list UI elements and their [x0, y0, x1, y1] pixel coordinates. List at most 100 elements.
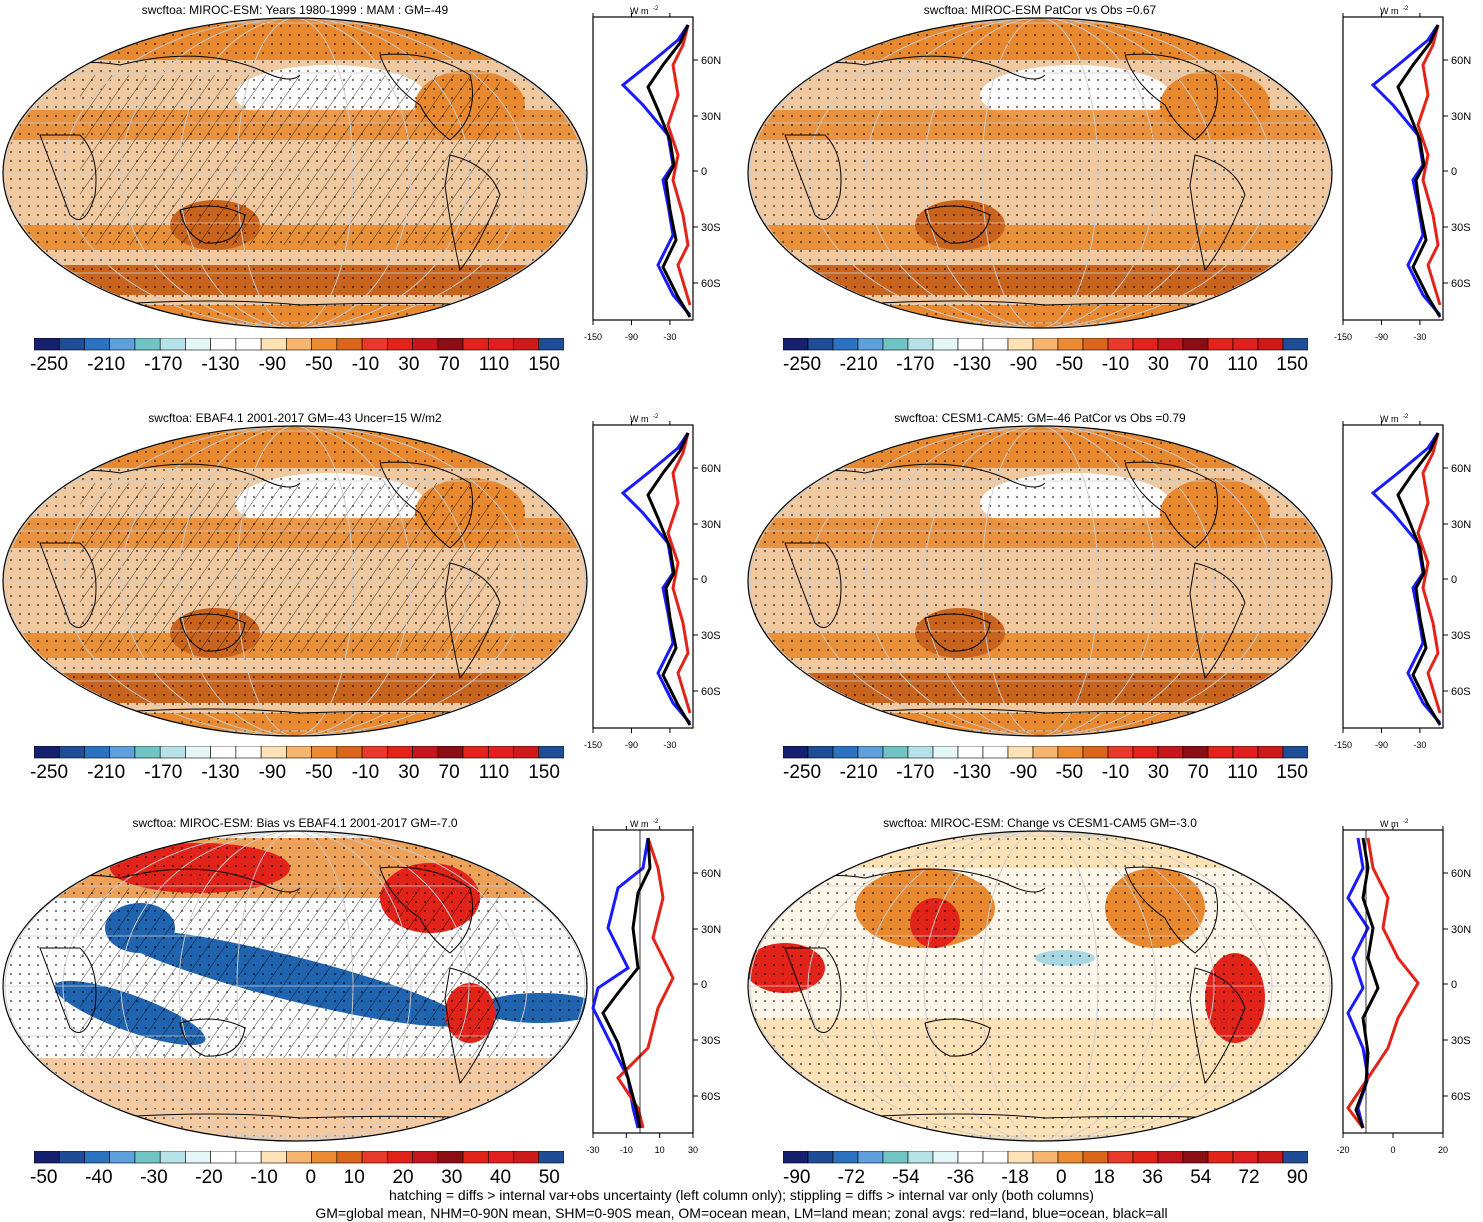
- x-tick-label: -150: [1334, 740, 1352, 750]
- longitude-line: [62, 426, 528, 736]
- colorbar-swatch: [1182, 746, 1209, 759]
- colorbar-label: -250: [30, 762, 69, 783]
- colorbar-label: 150: [528, 354, 560, 375]
- colorbar-swatch: [1232, 338, 1259, 351]
- colorbar-swatch: [783, 1151, 809, 1164]
- colorbar-swatch: [1132, 338, 1159, 351]
- lat-label: 60S: [701, 1091, 721, 1103]
- colorbar-swatch: [1082, 1151, 1109, 1164]
- map-field: [3, 426, 587, 736]
- colorbar-label: 70: [1187, 354, 1209, 375]
- map-field: [3, 831, 587, 1141]
- panel-miroc-patcor: swcftoa: MIROC-ESM PatCor vs Obs =0.67 W…: [745, 0, 1483, 400]
- colorbar-label: 0: [1055, 1167, 1067, 1188]
- colorbar-swatch: [832, 338, 859, 351]
- australia-coast: [179, 205, 246, 244]
- colorbar-swatch: [462, 1151, 489, 1164]
- colorbar-label: 70: [1187, 762, 1209, 783]
- map-field: [748, 426, 1332, 736]
- colorbar-label: -50: [30, 1167, 58, 1188]
- africa-coast: [39, 134, 97, 220]
- all-mean-line: [1396, 24, 1442, 318]
- unit-label: W m: [630, 819, 649, 829]
- colorbar-label: 110: [478, 354, 510, 375]
- zonal-frame: [592, 829, 694, 1134]
- lat-label: 30N: [1451, 111, 1471, 123]
- map-title: swcftoa: MIROC-ESM: Bias vs EBAF4.1 2001…: [132, 816, 458, 830]
- lat-label: 60S: [1451, 1091, 1471, 1103]
- colorbar-swatch: [882, 746, 909, 759]
- colorbar-label: -130: [201, 762, 240, 783]
- colorbar-swatch: [109, 338, 136, 351]
- lat-label: 0: [701, 166, 707, 178]
- all-mean-line: [1396, 432, 1442, 726]
- colorbar-swatch: [1282, 338, 1308, 351]
- longitude-line: [4, 831, 586, 1141]
- panel-ebaf-obs: swcftoa: EBAF4.1 2001-2017 GM=-43 Uncer=…: [0, 408, 740, 808]
- lat-label: 60N: [701, 463, 721, 475]
- colorbar-swatch: [109, 1151, 136, 1164]
- colorbar-label: 40: [489, 1167, 512, 1188]
- lat-label: 60N: [1451, 463, 1471, 475]
- longitude-line: [807, 831, 1273, 1141]
- colorbar-swatch: [1257, 746, 1284, 759]
- colorbar-swatch: [412, 746, 439, 759]
- colorbar-swatch: [311, 338, 338, 351]
- colorbar-label: 72: [1238, 1167, 1260, 1188]
- colorbar-swatch: [260, 1151, 287, 1164]
- colorbar-swatch: [882, 338, 909, 351]
- colorbar-label: -210: [87, 762, 126, 783]
- colorbar-swatch: [1057, 1151, 1084, 1164]
- colorbar-label: -30: [140, 1167, 168, 1188]
- colorbar-label: -20: [195, 1167, 223, 1188]
- longitude-line: [807, 18, 1273, 328]
- colorbar-swatch: [387, 338, 413, 351]
- colorbar-label: -72: [837, 1167, 866, 1188]
- colorbar-label: 20: [392, 1167, 414, 1188]
- x-tick-label: -90: [625, 332, 638, 342]
- colorbar: [783, 338, 1308, 351]
- longitude-line: [807, 426, 1273, 736]
- longitude-line: [178, 18, 412, 328]
- map-title: swcftoa: MIROC-ESM: Years 1980-1999 : MA…: [141, 3, 449, 17]
- colorbar-label: -210: [839, 354, 878, 375]
- colorbar-swatch: [1182, 338, 1209, 351]
- land-mean-line: [1416, 24, 1442, 306]
- north-america-coast: [379, 53, 473, 141]
- colorbar-swatch: [210, 338, 237, 351]
- colorbar-swatch: [361, 746, 388, 759]
- x-tick-label: -10: [620, 1145, 633, 1155]
- map-border: [2, 425, 588, 737]
- south-america-coast: [444, 967, 501, 1085]
- colorbar-label: -210: [839, 762, 878, 783]
- colorbar-labels: -250 -210 -170 -130 -90 -50 -10 30 70 110 150: [783, 762, 1308, 784]
- land-mean-line: [616, 837, 675, 1129]
- lat-label: 30S: [1451, 630, 1471, 642]
- longitude-line: [749, 426, 1331, 736]
- colorbar-swatch: [134, 338, 161, 351]
- colorbar-swatch: [361, 1151, 388, 1164]
- panel-bias: swcftoa: MIROC-ESM: Bias vs EBAF4.1 2001…: [0, 813, 740, 1188]
- colorbar-swatch: [1107, 746, 1134, 759]
- south-america-coast: [444, 562, 501, 680]
- colorbar-swatch: [210, 1151, 237, 1164]
- longitude-line: [4, 18, 586, 328]
- south-america-coast: [1189, 562, 1246, 680]
- lat-label: 0: [701, 979, 707, 991]
- colorbar-swatch: [907, 338, 934, 351]
- colorbar-label: -40: [85, 1167, 113, 1188]
- colorbar-swatch: [487, 746, 514, 759]
- colorbar-swatch: [1257, 1151, 1284, 1164]
- stippling: [748, 426, 1332, 736]
- x-tick-label: -30: [586, 1145, 599, 1155]
- colorbar-label: 30: [1147, 762, 1169, 783]
- colorbar-swatch: [1157, 746, 1184, 759]
- lat-label: 30S: [1451, 1035, 1471, 1047]
- colorbar-label: -130: [952, 354, 991, 375]
- colorbar-swatch: [185, 746, 211, 759]
- lat-label: 0: [1451, 574, 1457, 586]
- colorbar-label: -50: [305, 762, 333, 783]
- colorbar-swatch: [1157, 1151, 1184, 1164]
- longitude-line: [981, 18, 1099, 328]
- colorbar-swatch: [311, 1151, 338, 1164]
